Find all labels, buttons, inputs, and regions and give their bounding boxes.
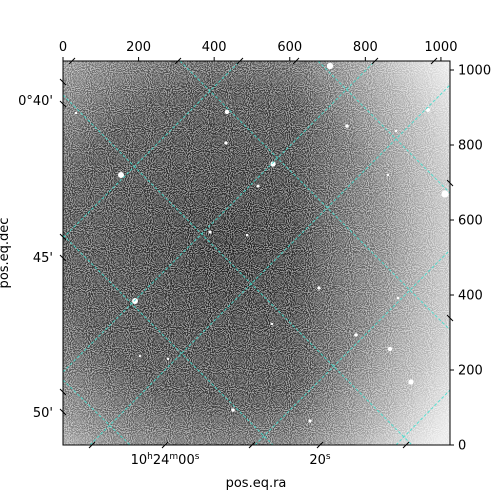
star xyxy=(118,172,124,178)
x-axis-label: pos.eq.ra xyxy=(226,476,287,491)
x-tick-label: 600 xyxy=(277,40,302,55)
x-tick-label: 0 xyxy=(59,40,67,55)
grid-line xyxy=(63,61,376,373)
ra-tick-mark xyxy=(161,441,169,449)
star xyxy=(386,173,390,177)
dec-tick-mark xyxy=(446,314,454,322)
star xyxy=(224,109,230,115)
dec-tick-mark xyxy=(59,78,67,86)
star xyxy=(224,141,228,145)
dec-tick-label: 45' xyxy=(33,251,53,266)
x-tick-label: 800 xyxy=(353,40,378,55)
star xyxy=(441,190,449,198)
grid-line xyxy=(254,249,450,445)
coordinate-grid xyxy=(63,61,450,445)
x-tick-label: 400 xyxy=(202,40,227,55)
grid-line xyxy=(63,379,131,445)
dec-tick-mark xyxy=(446,179,454,187)
star xyxy=(270,322,274,326)
x-pixel-ticks: 0 200 400 600 800 1000 xyxy=(59,40,457,61)
plot-frame xyxy=(62,60,451,446)
ra-tick-mark xyxy=(402,441,410,449)
star xyxy=(231,408,235,412)
dec-tick-mark xyxy=(59,408,67,416)
y-tick-label: 1000 xyxy=(458,64,491,79)
star xyxy=(74,111,78,115)
star-sources xyxy=(74,62,449,423)
star xyxy=(317,286,321,290)
ra-tick-mark xyxy=(88,441,96,449)
star xyxy=(208,230,212,234)
x-tick-label: 200 xyxy=(126,40,151,55)
star xyxy=(166,357,170,361)
ra-tick-mark xyxy=(68,57,76,65)
star xyxy=(408,379,414,385)
star xyxy=(138,354,142,358)
dec-tick-mark xyxy=(59,233,67,241)
y-tick-label: 400 xyxy=(458,289,483,304)
grid-line xyxy=(317,61,450,194)
dec-tick-mark xyxy=(59,388,67,396)
ra-tick-mark xyxy=(371,57,379,65)
star xyxy=(245,233,249,237)
star xyxy=(326,62,334,70)
grid-line xyxy=(63,94,413,445)
plot-area xyxy=(63,61,450,445)
y-tick-label: 0 xyxy=(458,439,466,454)
star xyxy=(426,108,430,112)
star xyxy=(256,184,260,188)
ra-tick-mark xyxy=(292,57,300,65)
dec-tick-label: 0°40' xyxy=(18,94,53,109)
star xyxy=(308,419,312,423)
y-tick-label: 600 xyxy=(458,214,483,229)
x-tick-label: 1000 xyxy=(424,40,457,55)
grid-line xyxy=(179,61,450,331)
y-axis-label: pos.eq.dec xyxy=(0,218,12,289)
y-pixel-ticks: 0 200 400 600 800 1000 xyxy=(450,64,491,454)
dec-tick-label: 50' xyxy=(33,406,53,421)
world-coordinate-ticks: 10h24m00s 20s 0°40' 45' 50' xyxy=(18,57,454,468)
ra-tick-mark xyxy=(248,441,256,449)
grid-line xyxy=(63,234,274,445)
star xyxy=(354,333,358,337)
ra-tick-mark xyxy=(430,57,438,65)
grid-line xyxy=(395,389,450,445)
star xyxy=(345,124,349,128)
star xyxy=(132,298,138,304)
ra-tick-mark xyxy=(174,57,182,65)
star xyxy=(270,161,276,167)
y-tick-label: 800 xyxy=(458,139,483,154)
star xyxy=(394,129,398,133)
ra-tick-mark xyxy=(316,441,324,449)
ra-tick-mark xyxy=(236,57,244,65)
star xyxy=(387,346,393,352)
ra-tick-label: 20s xyxy=(309,452,331,468)
grid-line xyxy=(63,61,241,239)
y-tick-label: 200 xyxy=(458,364,483,379)
sky-image-noise xyxy=(63,61,450,445)
ra-tick-label: 10h24m00s xyxy=(131,452,200,468)
dec-tick-mark xyxy=(59,254,67,262)
dec-tick-mark xyxy=(59,100,67,108)
star xyxy=(396,296,400,300)
